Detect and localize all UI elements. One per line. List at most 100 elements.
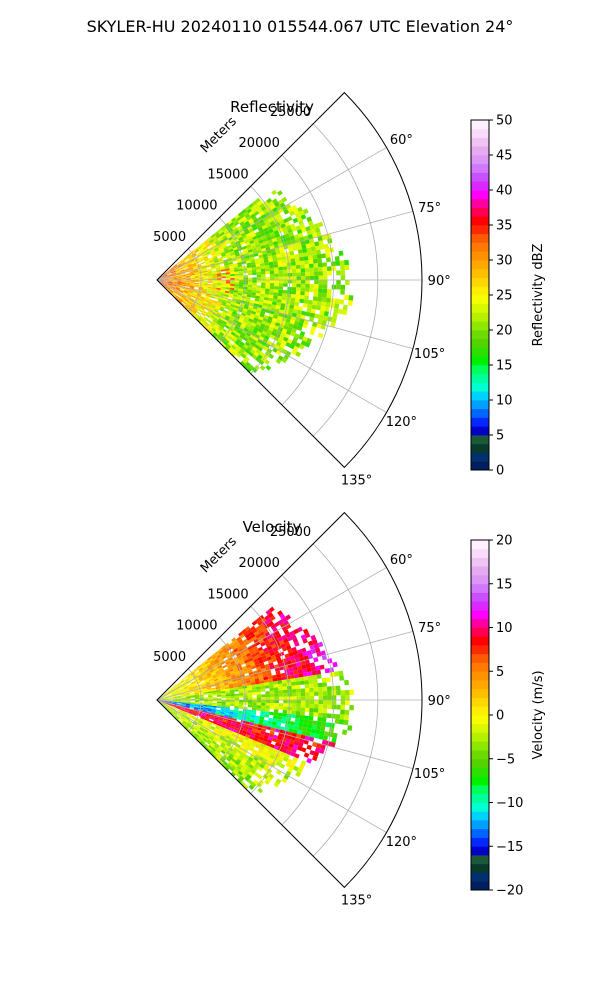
radar-gate (261, 280, 266, 283)
radar-gate (216, 269, 221, 273)
radar-gate (168, 698, 173, 700)
radar-gate (268, 620, 275, 627)
radar-gate (244, 640, 250, 646)
radar-gate (201, 684, 207, 687)
radar-gate (185, 704, 191, 707)
radar-gate (200, 733, 205, 738)
radar-gate (246, 636, 252, 641)
radar-gate (233, 294, 238, 298)
radar-gate (194, 734, 199, 739)
radar-gate (275, 305, 281, 310)
radar-gate (215, 264, 221, 268)
radar-gate (215, 670, 220, 674)
radar-gate (260, 232, 266, 237)
radar-gate (244, 626, 251, 632)
radar-gate (186, 262, 192, 266)
radar-gate (177, 281, 182, 283)
radar-gate (211, 689, 217, 692)
radar-gate (254, 754, 261, 759)
radar-gate (172, 702, 177, 705)
radar-gate (224, 292, 230, 296)
radar-gate (284, 653, 290, 659)
radar-gate (194, 705, 199, 707)
radar-gate (181, 722, 186, 727)
radar-gate (167, 275, 173, 277)
radar-gate (316, 231, 322, 237)
radar-gate (199, 741, 204, 746)
radar-gate (263, 647, 269, 653)
radar-gate (200, 249, 205, 254)
radar-gate (198, 676, 204, 680)
radar-gate (162, 704, 167, 707)
azimuth-gridline (156, 211, 414, 281)
radar-gate (219, 231, 225, 236)
radar-gate (276, 302, 282, 307)
radar-gate (293, 234, 300, 240)
radar-gate (258, 614, 265, 621)
radar-gate (186, 282, 191, 284)
radar-gate (315, 305, 321, 311)
radar-gate (284, 307, 290, 312)
colorbar-segment (471, 671, 489, 681)
radar-gate (217, 245, 223, 249)
radar-gate (163, 275, 168, 278)
radar-gate (208, 330, 214, 335)
radar-gate (181, 295, 186, 299)
radar-gate (243, 305, 249, 310)
radar-gate (194, 703, 200, 705)
radar-gate (254, 221, 261, 226)
radar-gate (286, 678, 291, 683)
radar-gate (270, 654, 277, 660)
radar-gate (184, 298, 189, 302)
radar-gate (222, 754, 228, 760)
radar-gate (172, 282, 178, 284)
radar-gate (254, 258, 260, 262)
radar-gate (163, 282, 168, 285)
radar-gate (340, 270, 346, 276)
radar-gate (212, 696, 217, 699)
radar-gate (178, 711, 183, 714)
radar-gate (253, 638, 259, 644)
radar-gate (238, 288, 244, 292)
radar-gate (220, 708, 226, 711)
radar-gate (205, 734, 211, 738)
radar-gate (174, 296, 179, 301)
radar-gate (211, 662, 216, 667)
colorbar-segment (471, 636, 489, 646)
radar-gate (181, 693, 186, 695)
radar-gate (169, 289, 174, 292)
radar-gate (233, 710, 239, 713)
radar-gate (242, 711, 248, 715)
radar-gate (241, 353, 247, 359)
radar-gate (259, 623, 265, 629)
radar-gate (225, 280, 231, 282)
radar-gate (309, 691, 315, 696)
radar-gate (281, 226, 288, 232)
radar-gate (221, 653, 226, 658)
radar-gate (303, 719, 309, 724)
radar-gate (285, 750, 292, 756)
radar-gate (322, 288, 328, 294)
radar-gate (229, 709, 235, 713)
radar-gate (304, 341, 311, 348)
radar-gate (250, 681, 256, 686)
radar-gate (272, 198, 278, 204)
radar-gate (272, 257, 278, 262)
radar-gate (185, 283, 191, 286)
radar-gate (207, 302, 212, 306)
radar-gate (216, 268, 221, 271)
radar-gate (200, 662, 205, 667)
radar-gate (209, 247, 214, 252)
radar-gate (235, 723, 240, 727)
radar-gate (291, 261, 296, 266)
radar-gate (233, 687, 239, 690)
radar-gate (224, 765, 230, 771)
radar-gate (322, 315, 329, 321)
radar-gate (290, 297, 296, 302)
radar-gate (204, 307, 209, 312)
radar-gate (285, 644, 292, 650)
radar-gate (162, 704, 167, 707)
radar-gate (223, 717, 228, 721)
radar-gate (217, 228, 223, 233)
radar-gate (255, 295, 260, 299)
